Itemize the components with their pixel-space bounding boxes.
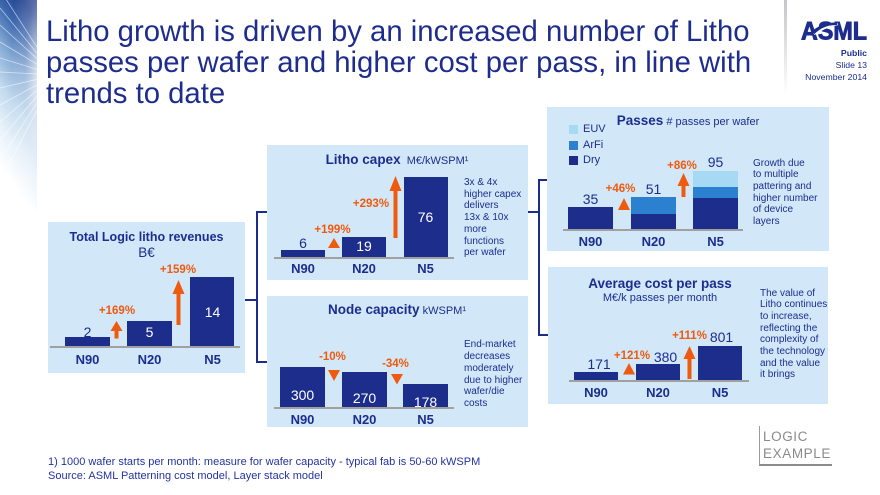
svg-text:ASML: ASML: [801, 18, 867, 43]
